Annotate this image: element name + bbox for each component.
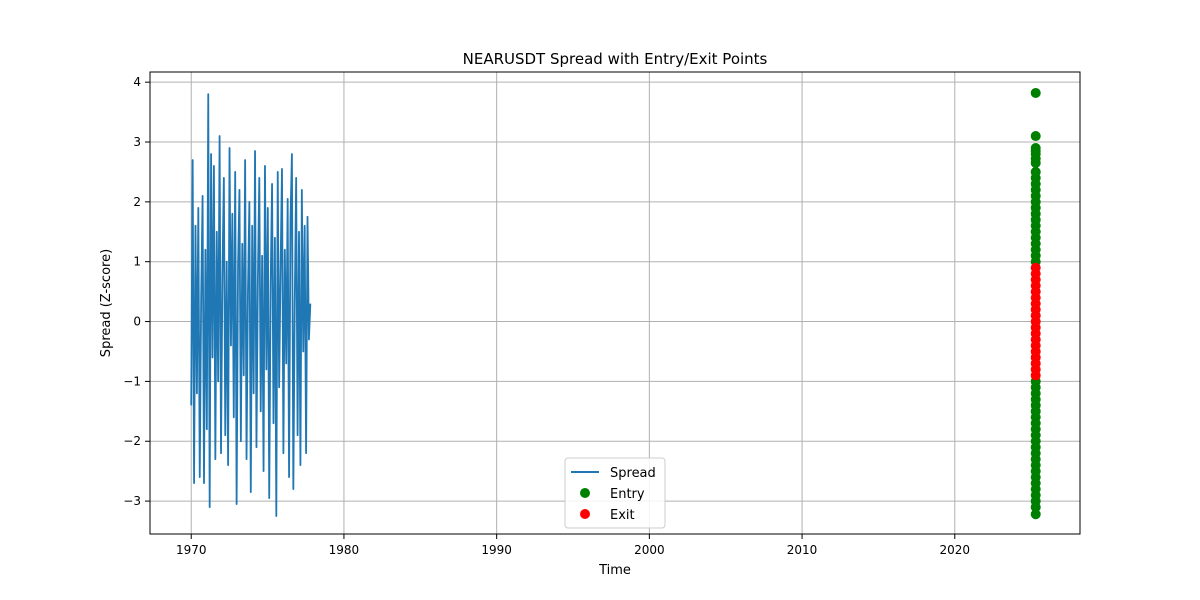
legend-spread-label: Spread <box>610 466 656 481</box>
exit-point <box>1030 370 1041 381</box>
entry-point <box>1030 131 1041 142</box>
legend-entry-label: Entry <box>610 487 645 502</box>
y-tick-label: 4 <box>133 75 141 89</box>
chart-title: NEARUSDT Spread with Entry/Exit Points <box>463 50 768 68</box>
spread-line <box>190 93 312 517</box>
entry-point <box>1030 157 1041 168</box>
y-tick-label: 1 <box>133 255 141 269</box>
x-axis-label: Time <box>598 563 631 578</box>
entry-point <box>1030 87 1041 98</box>
x-tick-label: 2000 <box>634 543 665 557</box>
plot-series <box>190 87 1041 520</box>
x-tick-label: 1980 <box>329 543 360 557</box>
axes: 1970 1980 1990 2000 2010 2020 −3 −2 −1 0 1 2 3 4 <box>123 75 970 557</box>
legend-entry-marker <box>580 488 590 498</box>
legend-box <box>564 457 666 529</box>
y-tick-label: −3 <box>123 494 141 508</box>
y-tick-label: −1 <box>123 374 141 388</box>
y-tick-label: 3 <box>133 135 141 149</box>
entry-point <box>1030 502 1041 513</box>
x-tick-label: 1990 <box>481 543 512 557</box>
y-tick-label: −2 <box>123 434 141 448</box>
x-tick-label: 2010 <box>787 543 818 557</box>
x-tick-label: 2020 <box>940 543 971 557</box>
y-tick-label: 0 <box>133 315 141 329</box>
legend-exit-marker <box>580 509 590 519</box>
y-axis-label: Spread (Z-score) <box>99 249 114 357</box>
legend-exit-label: Exit <box>610 508 635 523</box>
y-tick-label: 2 <box>133 195 141 209</box>
plot-frame <box>149 71 1081 535</box>
entry-point <box>1030 509 1041 520</box>
legend: Spread Entry Exit <box>564 457 666 529</box>
x-tick-label: 1970 <box>176 543 207 557</box>
